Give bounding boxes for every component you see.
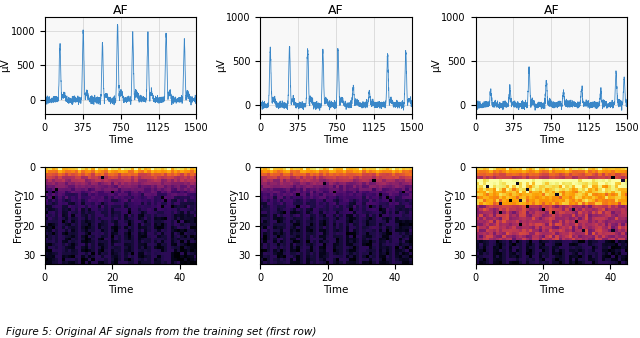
Y-axis label: Frequency: Frequency bbox=[444, 188, 453, 242]
Y-axis label: Frequency: Frequency bbox=[228, 188, 238, 242]
Title: AF: AF bbox=[543, 4, 559, 17]
Title: AF: AF bbox=[113, 4, 129, 17]
X-axis label: Time: Time bbox=[539, 285, 564, 295]
X-axis label: Time: Time bbox=[108, 285, 133, 295]
Y-axis label: μV: μV bbox=[216, 58, 226, 72]
Y-axis label: μV: μV bbox=[431, 58, 442, 72]
X-axis label: Time: Time bbox=[539, 135, 564, 145]
Text: Figure 5: Original AF signals from the training set (first row): Figure 5: Original AF signals from the t… bbox=[6, 327, 317, 337]
Y-axis label: μV: μV bbox=[1, 58, 11, 72]
X-axis label: Time: Time bbox=[108, 135, 133, 145]
X-axis label: Time: Time bbox=[323, 285, 349, 295]
X-axis label: Time: Time bbox=[323, 135, 349, 145]
Title: AF: AF bbox=[328, 4, 344, 17]
Y-axis label: Frequency: Frequency bbox=[13, 188, 22, 242]
